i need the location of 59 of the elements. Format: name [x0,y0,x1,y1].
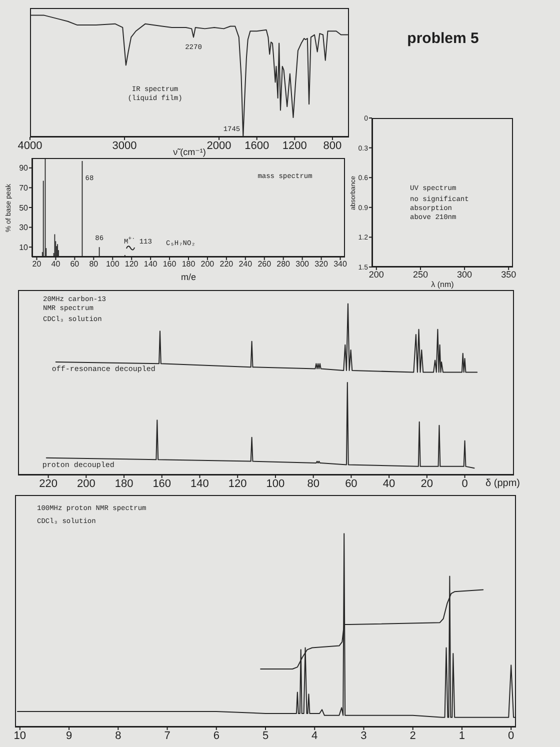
x-tick-label: 1200 [282,140,307,152]
x-tick-label: 80 [307,478,320,490]
x-tick-label: 40 [51,260,61,269]
x-tick-label: 100 [266,478,285,490]
x-tick-label: 2000 [206,140,232,152]
x-tick-label: 100 [106,260,120,269]
x-tick-label: 1 [458,730,466,742]
x-tick-label: 80 [89,260,99,269]
x-tick-label: 140 [144,260,158,269]
x-axis-title: ν̃ (cm⁻¹) [173,147,206,157]
x-tick-label: 300 [457,269,472,280]
x-tick-label: 2 [410,730,416,742]
x-tick-label: 1600 [244,140,270,152]
y-tick-label: 10 [19,242,29,252]
text: problem 5 [406,30,480,47]
x-tick-label: 350 [501,269,516,280]
x-tick-label: 4000 [18,140,42,152]
x-tick-label: 120 [228,478,247,490]
x-tick-label: 220 [39,478,58,490]
x-tick-label: 240 [238,260,253,269]
x-tick-label: 0 [508,730,514,742]
x-tick-label: 200 [76,478,96,490]
x-tick-label: 7 [164,730,170,742]
y-tick-label: 90 [19,164,29,173]
x-tick-label: 9 [66,730,72,742]
x-tick-label: 60 [345,478,358,490]
x-tick-label: 160 [162,260,177,269]
x-tick-label: 120 [124,260,139,269]
x-tick-label: 250 [412,269,428,280]
y-tick-label: 30 [19,223,29,232]
x-tick-label: 8 [115,730,122,742]
x-tick-label: 180 [182,260,196,269]
y-tick-label: 50 [19,203,29,212]
x-tick-label: 220 [220,260,234,269]
x-tick-label: 160 [152,478,172,490]
x-axis-title: λ (nm) [431,280,454,289]
x-tick-label: 40 [382,478,396,490]
x-axis-title: δ (ppm) [486,478,520,489]
x-tick-label: 200 [200,260,215,269]
x-tick-label: 180 [114,478,134,490]
x-tick-label: 200 [368,269,384,280]
y-tick-label: 70 [19,184,29,193]
x-tick-label: 800 [323,140,342,152]
x-tick-label: 3000 [112,140,137,152]
x-tick-label: 3 [360,730,367,742]
x-tick-label: 20 [32,260,42,269]
x-tick-label: 5 [262,730,269,742]
x-tick-label: 6 [213,730,220,742]
x-tick-label: 260 [258,260,272,269]
x-tick-label: 0 [462,478,468,490]
x-tick-label: 300 [296,260,310,269]
x-tick-label: 140 [190,478,209,490]
x-tick-label: 4 [312,730,318,742]
x-tick-label: 20 [420,478,434,490]
x-tick-label: 60 [70,260,80,269]
x-tick-label: 280 [276,260,291,269]
x-tick-label: 320 [314,260,329,269]
x-axis-title: m/e [180,272,196,282]
x-tick-label: 340 [334,260,348,269]
